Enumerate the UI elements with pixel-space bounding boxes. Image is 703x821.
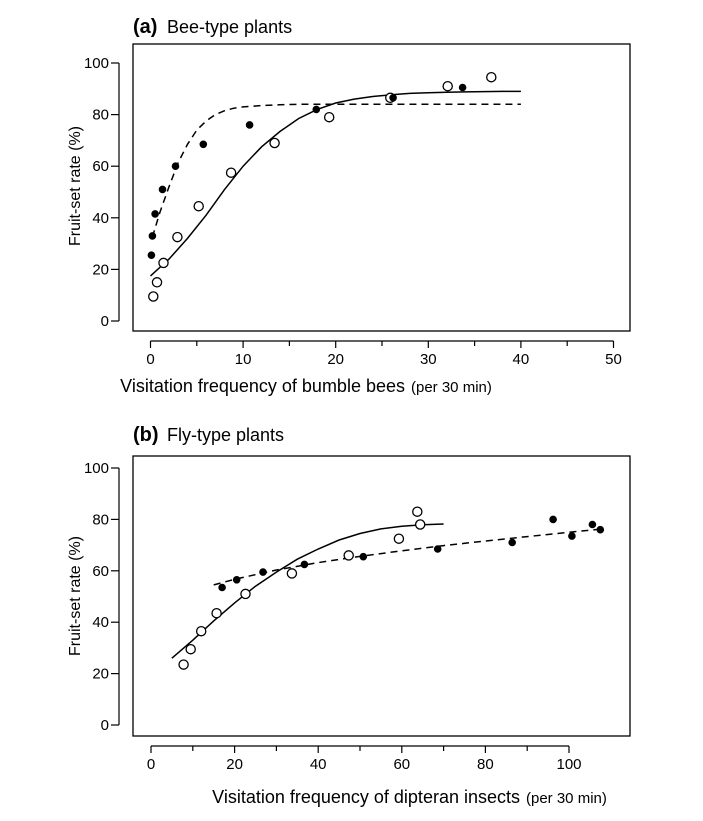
- panel-b-y-tick-label: 60: [92, 563, 109, 580]
- panel-a-open-point: [193, 200, 204, 212]
- panel-b-y-tick-label: 100: [84, 460, 109, 477]
- panel-b-filled-point: [568, 532, 576, 540]
- panel-a-dashed-fit-line: [151, 103, 521, 238]
- panel-b-y-axis-label: Fruit-set rate (%): [67, 536, 84, 656]
- panel-a-filled-point: [389, 94, 397, 102]
- panel-a-x-tick-label: 30: [420, 351, 437, 368]
- panel-b-y-tick-label: 40: [92, 614, 109, 631]
- panel-b-ticks: 0 20 40 60 80 100 0 20 40 60 80 100: [84, 460, 582, 773]
- panel-b: (b) Fly-type plants Fruit-set rate (%) V…: [67, 424, 631, 807]
- panel-a-filled-point: [151, 210, 159, 218]
- panel-b-x-axis-unit: (per 30 min): [526, 790, 607, 807]
- panel-b-filled-point: [596, 525, 605, 534]
- panel-a-filled-point: [148, 232, 157, 240]
- panel-a-x-axis-label: Visitation frequency of bumble bees: [120, 376, 405, 396]
- panel-a-title: Bee-type plants: [167, 17, 292, 37]
- panel-a-open-point: [323, 111, 335, 123]
- panel-b-open-point: [185, 643, 196, 655]
- panel-a-y-axis-label: Fruit-set rate (%): [67, 126, 84, 246]
- panel-b-open-point: [286, 568, 298, 579]
- panel-b-filled-point: [433, 545, 442, 553]
- panel-b-open-point: [211, 607, 222, 619]
- panel-b-x-tick-label: 100: [556, 756, 581, 773]
- panel-b-title: Fly-type plants: [167, 425, 284, 445]
- panel-a-tag: (a): [133, 16, 157, 38]
- panel-b-y-tick-label: 80: [92, 511, 109, 528]
- panel-b-y-tick-label: 20: [92, 666, 109, 683]
- panel-a-y-tick-label: 20: [92, 261, 109, 278]
- panel-b-plot-frame: [132, 455, 631, 737]
- panel-b-x-tick-label: 40: [310, 756, 327, 773]
- panel-a-open-point: [442, 80, 453, 92]
- panel-b-points: [178, 506, 605, 670]
- panel-a-open-point: [148, 291, 159, 302]
- panel-b-x-tick-label: 20: [226, 756, 243, 773]
- panel-a-filled-point: [458, 83, 467, 92]
- panel-b-y-tick-label: 0: [101, 717, 109, 734]
- panel-a-y-tick-label: 100: [84, 55, 109, 72]
- panel-b-x-tick-label: 80: [477, 756, 494, 773]
- panel-a-points: [147, 71, 497, 302]
- panel-a-x-tick-label: 20: [327, 351, 344, 368]
- panel-b-filled-point: [359, 552, 368, 561]
- panel-a-filled-point: [199, 140, 208, 149]
- panel-b-open-point: [240, 588, 251, 600]
- panel-a-open-point: [151, 277, 163, 288]
- panel-a-y-tick-label: 0: [101, 313, 109, 330]
- panel-b-filled-point: [218, 583, 226, 592]
- panel-a-filled-point: [158, 185, 167, 194]
- panel-b-filled-point: [549, 515, 557, 524]
- panel-b-solid-fit-line: [171, 523, 444, 659]
- panel-b-open-point: [178, 659, 189, 670]
- panel-a-x-axis-unit: (per 30 min): [411, 379, 492, 396]
- panel-a-open-point: [158, 257, 169, 269]
- panel-a-filled-point: [245, 121, 254, 129]
- panel-a-open-point: [486, 71, 497, 83]
- panel-b-open-point: [343, 550, 354, 561]
- panel-b-x-tick-label: 60: [393, 756, 410, 773]
- panel-a-y-tick-label: 80: [92, 107, 109, 124]
- panel-a: (a) Bee-type plants Fruit-set rate (%) V…: [67, 16, 631, 396]
- panel-a-filled-point: [171, 162, 180, 170]
- panel-a-y-tick-label: 60: [92, 158, 109, 175]
- panel-b-x-axis-label: Visitation frequency of dipteran insects: [212, 787, 520, 807]
- panel-a-open-point: [225, 167, 237, 178]
- panel-a-x-tick-label: 50: [605, 351, 622, 368]
- panel-b-dashed-fit-line: [213, 528, 603, 586]
- panel-b-filled-point: [300, 560, 309, 569]
- panel-a-x-tick-label: 0: [146, 351, 154, 368]
- panel-a-y-tick-label: 40: [92, 210, 109, 227]
- panel-a-open-point: [269, 137, 280, 149]
- panel-b-open-point: [195, 625, 207, 637]
- panel-b-tag: (b): [133, 424, 159, 446]
- panel-b-fit-lines: [171, 523, 603, 659]
- panel-b-open-point: [414, 519, 426, 530]
- panel-a-fit-lines: [149, 90, 521, 277]
- panel-b-filled-point: [508, 538, 517, 547]
- panel-b-filled-point: [259, 568, 267, 576]
- panel-a-plot-frame: [132, 43, 631, 332]
- panel-a-filled-point: [147, 251, 156, 259]
- panel-b-x-tick-label: 0: [147, 756, 155, 773]
- panel-a-x-tick-label: 10: [235, 351, 252, 368]
- panel-a-x-tick-label: 40: [513, 351, 530, 368]
- panel-a-filled-point: [312, 105, 321, 114]
- panel-b-open-point: [412, 506, 423, 517]
- panel-a-solid-fit-line: [149, 90, 521, 277]
- panel-b-filled-point: [588, 520, 597, 529]
- panel-b-filled-point: [232, 576, 241, 584]
- panel-b-open-point: [393, 533, 405, 544]
- panel-a-open-point: [172, 231, 183, 243]
- panel-a-ticks: 0 10 20 30 40 50 0 20 40 60 80 100: [84, 55, 622, 368]
